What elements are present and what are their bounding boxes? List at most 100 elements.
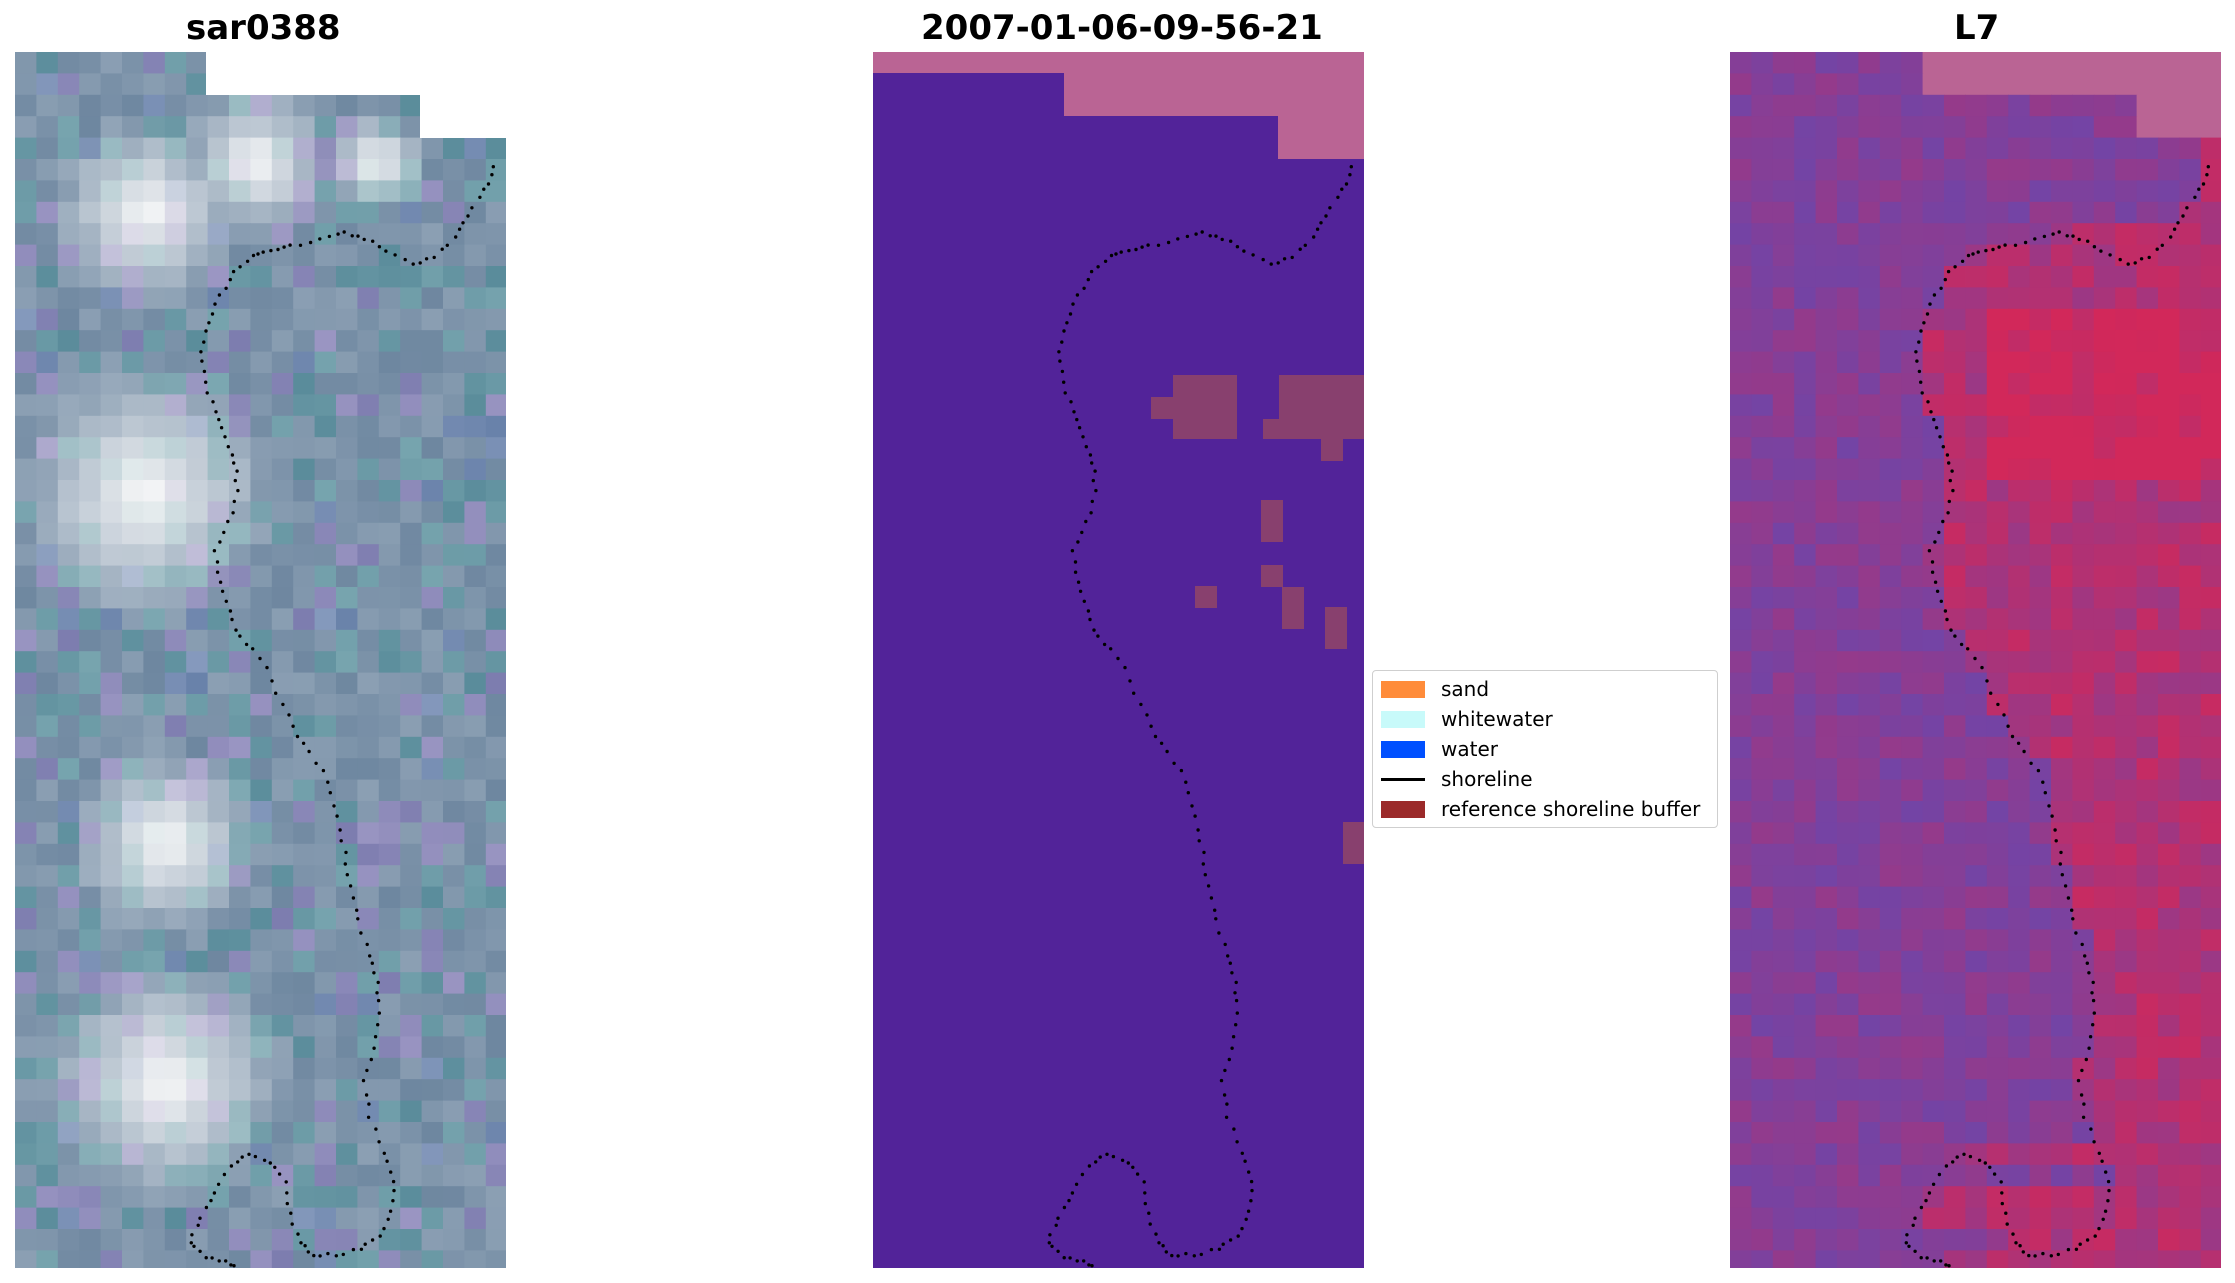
- pixel-cell: [164, 1186, 187, 1209]
- pixel-cell: [2072, 1143, 2095, 1166]
- shoreline-point: [363, 1242, 367, 1246]
- pixel-cell: [271, 180, 294, 203]
- pixel-cell: [186, 1100, 209, 1123]
- shoreline-point: [1146, 243, 1150, 247]
- pixel-cell: [2093, 758, 2116, 781]
- shoreline-point: [2056, 1252, 2060, 1257]
- pixel-cell: [421, 651, 444, 674]
- pixel-cell: [1751, 437, 1774, 460]
- pixel-cell: [1772, 394, 1795, 417]
- pixel-cell: [207, 565, 230, 588]
- pixel-cell: [2158, 1057, 2180, 1080]
- reference-buffer-cell: [1343, 397, 1364, 439]
- pixel-cell: [400, 908, 423, 930]
- shoreline-point: [2089, 1127, 2093, 1131]
- pixel-cell: [378, 1143, 401, 1166]
- pixel-cell: [1901, 266, 1924, 288]
- pixel-cell: [57, 779, 80, 802]
- pixel-cell: [421, 266, 444, 288]
- pixel-cell: [2072, 843, 2095, 866]
- pixel-cell: [1944, 801, 1966, 823]
- pixel-cell: [1858, 672, 1881, 695]
- pixel-cell: [443, 972, 465, 995]
- pixel-cell: [1944, 544, 1966, 567]
- pixel-cell: [2093, 1036, 2116, 1059]
- pixel-cell: [2200, 1250, 2221, 1268]
- pixel-cell: [207, 458, 230, 481]
- shoreline-point: [235, 469, 239, 473]
- pixel-cell: [57, 908, 80, 930]
- shoreline-point: [2205, 173, 2209, 177]
- shoreline-point: [1075, 1259, 1079, 1263]
- pixel-cell: [293, 415, 316, 438]
- pixel-cell: [15, 351, 37, 374]
- pixel-cell: [1944, 1079, 1966, 1102]
- pixel-cell: [1858, 1143, 1881, 1166]
- shoreline-point: [1939, 599, 1943, 603]
- shoreline-point: [1126, 1161, 1130, 1165]
- pixel-cell: [1730, 223, 1752, 246]
- pixel-cell: [229, 1100, 251, 1123]
- pixel-cell: [2072, 1036, 2095, 1059]
- pixel-cell: [100, 1207, 123, 1230]
- shoreline-point: [2060, 873, 2064, 877]
- pixel-cell: [1730, 480, 1752, 502]
- pixel-cell: [79, 758, 102, 781]
- pixel-cell: [1730, 73, 1752, 96]
- pixel-cell: [57, 950, 80, 973]
- pixel-cell: [79, 1057, 102, 1080]
- shoreline-point: [378, 1234, 382, 1238]
- pixel-cell: [1815, 351, 1838, 374]
- pixel-cell: [464, 1186, 487, 1209]
- shoreline-point: [2103, 1209, 2108, 1213]
- pixel-cell: [2115, 287, 2138, 310]
- pixel-cell: [464, 758, 487, 781]
- shoreline-point: [204, 1256, 208, 1260]
- pixel-cell: [1858, 373, 1881, 395]
- pixel-cell: [1986, 865, 2009, 888]
- pixel-cell: [421, 1122, 444, 1144]
- pixel-cell: [1751, 458, 1774, 481]
- pixel-cell: [250, 1036, 273, 1059]
- pixel-cell: [1879, 565, 1902, 588]
- pixel-cell: [314, 501, 337, 524]
- shoreline-point: [1088, 453, 1093, 457]
- pixel-cell: [2200, 544, 2221, 567]
- pixel-cell: [1922, 694, 1945, 716]
- pixel-cell: [1901, 608, 1924, 631]
- pixel-cell: [1815, 694, 1838, 716]
- shoreline-point: [359, 931, 363, 935]
- pixel-cell: [36, 137, 59, 160]
- pixel-cell: [1772, 522, 1795, 545]
- pixel-cell: [57, 394, 80, 417]
- pixel-cell: [122, 758, 144, 781]
- pixel-cell: [1922, 308, 1945, 331]
- pixel-cell: [271, 886, 294, 909]
- pixel-cell: [2051, 993, 2073, 1016]
- pixel-cell: [1901, 715, 1924, 738]
- pixel-cell: [2029, 73, 2052, 96]
- pixel-cell: [336, 201, 358, 224]
- shoreline-point: [1203, 873, 1207, 877]
- shoreline-point: [1234, 998, 1239, 1003]
- pixel-cell: [164, 501, 187, 524]
- pixel-cell: [2072, 501, 2095, 524]
- shoreline-point: [1234, 980, 1238, 985]
- pixel-cell: [2115, 201, 2138, 224]
- pixel-cell: [1944, 223, 1966, 246]
- pixel-cell: [1815, 1100, 1838, 1123]
- pixel-cell: [229, 437, 251, 460]
- pixel-cell: [15, 308, 37, 331]
- pixel-cell: [464, 415, 487, 438]
- shoreline-point: [1225, 1102, 1229, 1106]
- pixel-cell: [186, 544, 209, 567]
- pixel-cell: [443, 522, 465, 545]
- pixel-cell: [79, 287, 102, 310]
- pixel-cell: [1986, 929, 2009, 952]
- pixel-cell: [357, 565, 380, 588]
- pixel-cell: [1858, 1164, 1881, 1187]
- pixel-cell: [1794, 287, 1817, 310]
- pixel-cell: [2008, 116, 2031, 139]
- pixel-cell: [143, 587, 166, 609]
- pixel-cell: [15, 287, 37, 310]
